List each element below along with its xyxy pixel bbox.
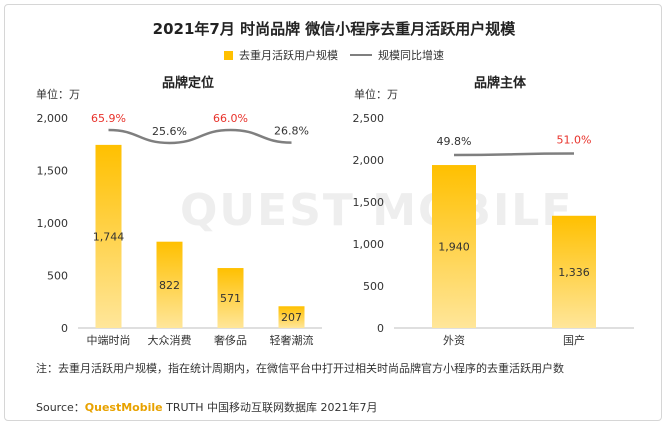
right-y-tick-label: 500	[363, 280, 384, 293]
left-bar-value-label: 1,744	[93, 230, 125, 243]
left-bar	[217, 268, 244, 328]
source-prefix: Source：	[36, 401, 85, 414]
left-y-tick-label: 2,000	[37, 112, 69, 125]
left-x-tick-label: 轻奢潮流	[270, 333, 314, 347]
source-brand: QuestMobile	[84, 401, 163, 414]
legend-line-label: 规模同比增速	[378, 49, 444, 62]
left-x-tick-label: 大众消费	[148, 333, 192, 347]
left-panel-title: 品牌定位	[162, 76, 215, 91]
right-y-tick-label: 1,000	[353, 238, 385, 251]
right-y-tick-label: 0	[377, 322, 384, 335]
left-growth-label: 25.6%	[152, 125, 187, 138]
source-line: Source：QuestMobile TRUTH 中国移动互联网数据库 2021…	[36, 399, 378, 415]
right-bar	[552, 215, 596, 328]
right-y-tick-label: 2,500	[353, 112, 385, 125]
right-growth-label: 49.8%	[437, 135, 472, 148]
left-y-tick-label: 0	[61, 322, 68, 335]
legend: 去重月活跃用户规模 规模同比增速	[0, 47, 668, 63]
right-x-tick-label: 外资	[443, 334, 465, 347]
left-growth-label: 26.8%	[274, 125, 309, 138]
right-y-tick-label: 1,500	[353, 196, 385, 209]
left-bar	[278, 306, 305, 328]
watermark-text: QUEST MOBILE	[180, 185, 574, 236]
left-bar-value-label: 571	[220, 292, 241, 305]
left-growth-label: 66.0%	[213, 112, 248, 125]
legend-bar-swatch	[224, 50, 233, 60]
right-bar-value-label: 1,940	[438, 241, 470, 254]
left-bar	[95, 144, 122, 328]
left-unit-label: 单位：万	[36, 88, 80, 101]
left-y-tick-label: 500	[47, 270, 68, 283]
chart-title: 2021年7月 时尚品牌 微信小程序去重月活跃用户规模	[152, 20, 516, 38]
left-growth-label: 65.9%	[91, 112, 126, 125]
footnote: 注：去重月活跃用户规模，指在统计周期内，在微信平台中打开过相关时尚品牌官方小程序…	[36, 362, 564, 375]
right-unit-label: 单位：万	[354, 88, 398, 101]
left-y-tick-label: 1,500	[37, 165, 69, 178]
left-y-tick-label: 1,000	[37, 217, 69, 230]
source-suffix: TRUTH 中国移动互联网数据库 2021年7月	[162, 401, 378, 414]
left-x-tick-label: 奢侈品	[214, 333, 247, 347]
report-frame	[4, 4, 662, 421]
left-bar	[156, 241, 183, 328]
right-bar-value-label: 1,336	[558, 266, 590, 279]
right-bar	[432, 165, 476, 328]
right-growth-label: 51.0%	[557, 134, 592, 147]
right-y-tick-label: 2,000	[353, 154, 385, 167]
left-bar-value-label: 822	[159, 279, 180, 292]
left-x-tick-label: 中端时尚	[87, 333, 131, 347]
right-growth-line	[453, 152, 575, 157]
legend-bar-label: 去重月活跃用户规模	[239, 49, 338, 62]
left-growth-line	[108, 128, 292, 145]
left-bar-value-label: 207	[281, 311, 302, 324]
legend-line-swatch	[350, 54, 372, 56]
right-x-tick-label: 国产	[563, 333, 585, 347]
right-panel-title: 品牌主体	[474, 76, 527, 91]
